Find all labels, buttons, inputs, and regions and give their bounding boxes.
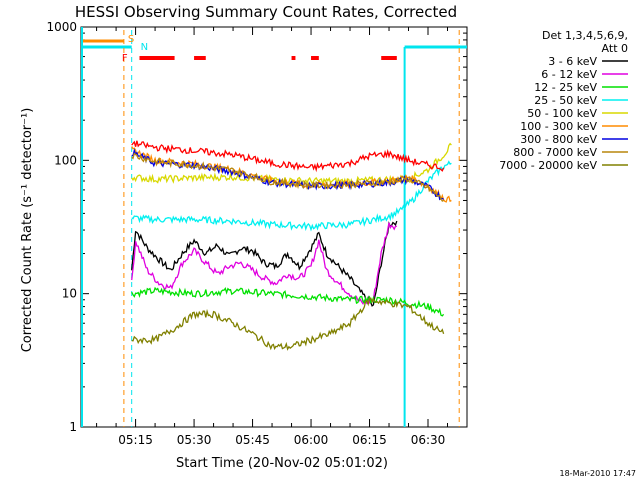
legend-header-line-2: Att 0	[602, 42, 628, 55]
x-tick-label: 06:00	[294, 433, 329, 447]
legend-label: 800 - 7000 keV	[513, 146, 597, 159]
x-tick-label: 06:15	[352, 433, 387, 447]
axis-ticks	[81, 27, 468, 428]
legend-label: 25 - 50 keV	[534, 94, 597, 107]
y-axis-label: Corrected Count Rate (s⁻¹ detector⁻¹)	[20, 108, 35, 353]
legend-label: 100 - 300 keV	[520, 120, 597, 133]
observing-flags: SN F	[81, 27, 467, 427]
x-tick-label: 06:30	[411, 433, 446, 447]
series-line	[131, 286, 445, 317]
series-line	[131, 297, 445, 351]
x-tick-label: 05:30	[177, 433, 212, 447]
x-tick-labels: 05:15 05:30 05:45 06:00 06:15 06:30	[118, 433, 445, 447]
x-tick-label: 05:15	[118, 433, 153, 447]
series-line	[131, 220, 398, 307]
x-axis-label: Start Time (20-Nov-02 05:01:02)	[176, 456, 388, 471]
flag-label: S	[128, 34, 134, 45]
legend-label: 6 - 12 keV	[541, 68, 597, 81]
legend-label: 300 - 800 keV	[520, 133, 597, 146]
y-tick-labels: 1 10 100 1000	[46, 20, 77, 434]
x-tick-label: 05:45	[235, 433, 270, 447]
plot-frame	[80, 26, 468, 428]
flag-label: N	[141, 42, 148, 53]
series-line	[131, 152, 444, 202]
series-line	[131, 160, 452, 232]
series-lines	[131, 140, 452, 351]
legend-label: 3 - 6 keV	[548, 55, 597, 68]
series-line	[131, 140, 445, 173]
legend-label: 12 - 25 keV	[534, 81, 597, 94]
chart-title: HESSI Observing Summary Count Rates, Cor…	[75, 3, 457, 21]
legend-label: 50 - 100 keV	[527, 107, 597, 120]
y-tick-label: 10	[62, 287, 77, 301]
y-tick-label: 1	[69, 420, 77, 434]
y-tick-label: 1000	[46, 20, 77, 34]
y-tick-label: 100	[54, 153, 77, 167]
flag-label: F	[122, 53, 128, 64]
footer-date: 18-Mar-2010 17:47	[560, 469, 637, 478]
legend-label: 7000 - 20000 keV	[499, 159, 597, 172]
legend-header-line-1: Det 1,3,4,5,6,9,	[542, 29, 628, 42]
